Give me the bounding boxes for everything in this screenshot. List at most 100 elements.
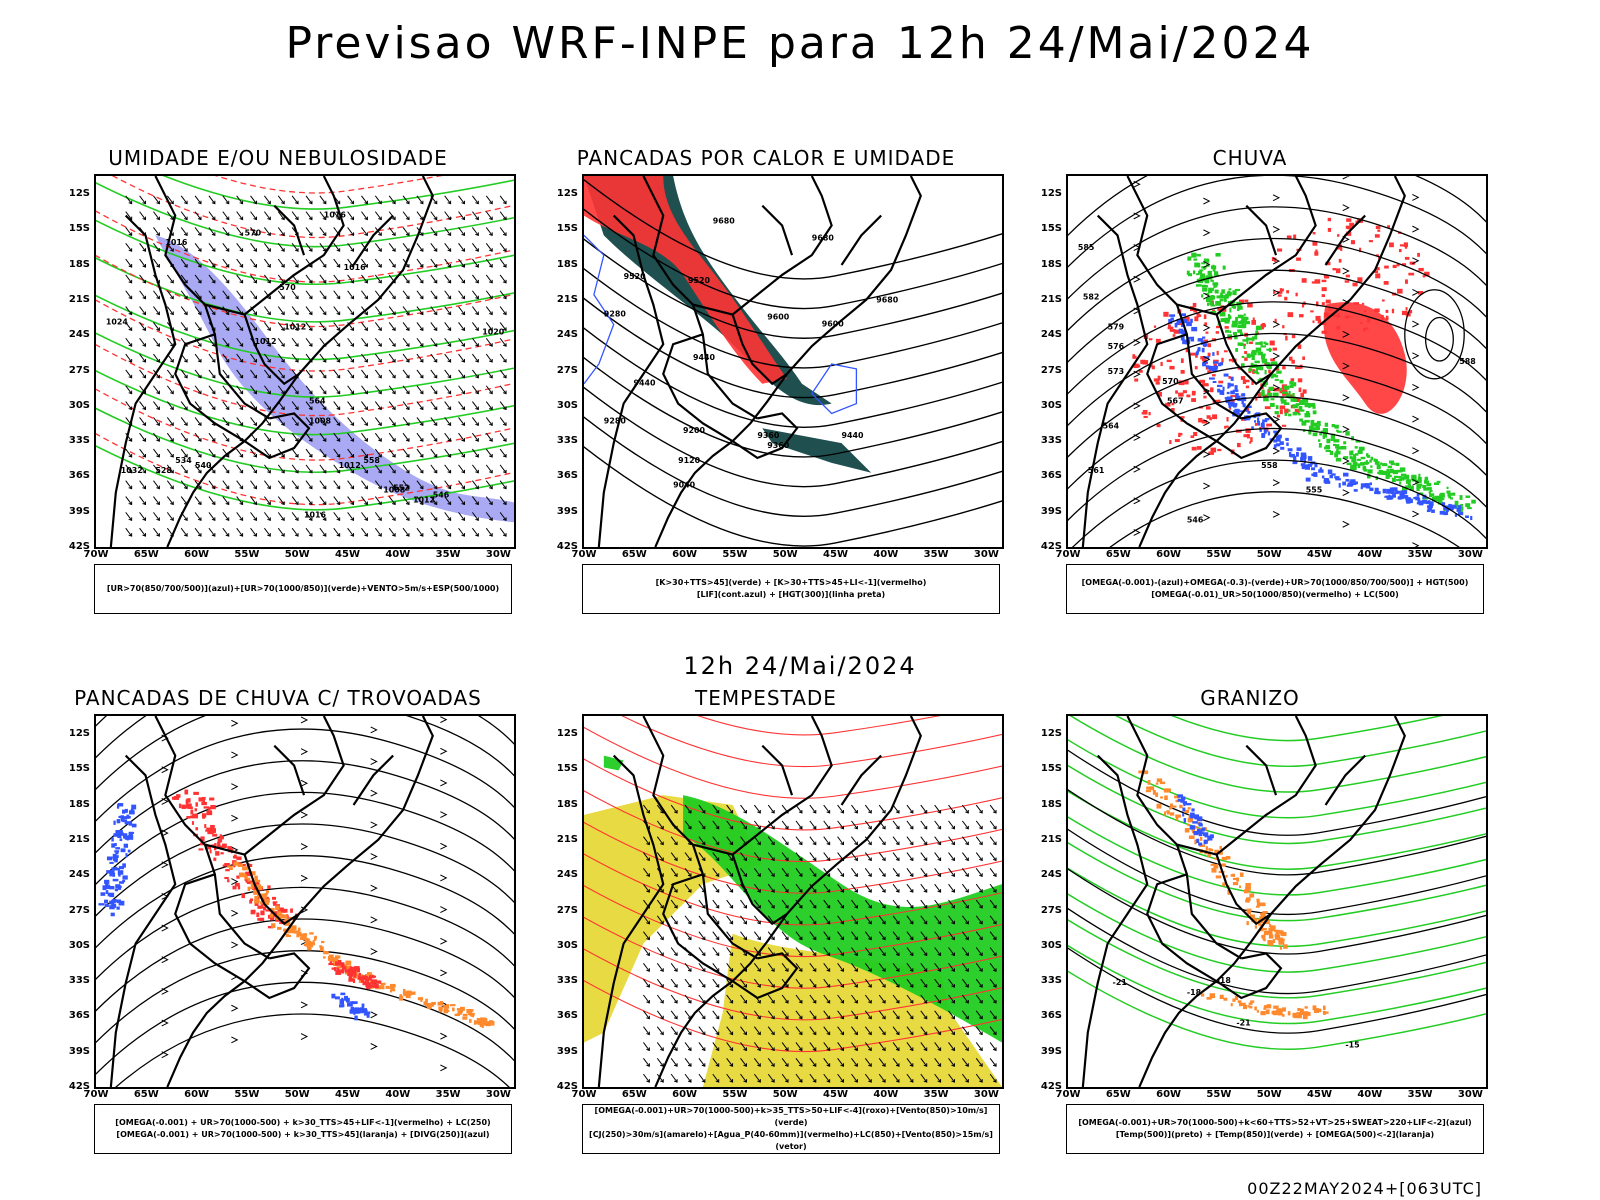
wind-vector [892, 836, 900, 845]
vector-head [784, 1031, 789, 1036]
vector-head [225, 232, 230, 237]
wind-vector [864, 1010, 872, 1020]
scatter-cell [293, 930, 300, 934]
scatter-cell [1213, 368, 1217, 373]
scatter-cell [1296, 1012, 1300, 1015]
scatter-cell [1304, 412, 1311, 418]
vector-head [965, 873, 969, 877]
scatter-cell [1460, 503, 1464, 507]
arrow-head [440, 1032, 448, 1040]
vector-head [646, 984, 650, 988]
streamline [1068, 364, 1486, 458]
contour-line [697, 716, 941, 736]
scatter-cell [1171, 402, 1175, 406]
vector-head [183, 533, 188, 537]
scatter-cell [1221, 863, 1226, 867]
scatter-cell [1408, 272, 1415, 276]
scatter-cell [1375, 273, 1381, 279]
scatter-cell [1376, 464, 1381, 470]
wind-vector [263, 448, 271, 458]
scatter-cell [373, 983, 379, 989]
vector-head [812, 999, 817, 1004]
scatter-cell [337, 959, 342, 963]
vector-head [502, 295, 507, 300]
scatter-cell [1203, 395, 1207, 399]
scatter-cell [1273, 430, 1276, 433]
scatter-cell [1243, 434, 1248, 438]
contour-line [1068, 841, 1486, 922]
contour-label: 1016 [344, 263, 367, 272]
scatter-cell [1239, 410, 1245, 413]
wind-vector [305, 195, 313, 204]
vector-head [757, 1047, 761, 1052]
wind-vector [809, 931, 817, 940]
wind-vector [388, 448, 396, 458]
scatter-cell [356, 968, 361, 973]
scatter-cell [1203, 266, 1206, 270]
map-area: 9680 9680 9680 9600 9600 9520 9520 9440 9440 9360… [582, 174, 1004, 549]
vector-head [433, 311, 438, 316]
scatter-cell [105, 880, 108, 885]
wind-vector [712, 947, 720, 956]
wind-vector [781, 883, 789, 893]
scatter-cell [1259, 902, 1265, 907]
wind-vector [430, 227, 438, 236]
lon-tick-label: 30W [485, 1089, 511, 1100]
scatter-cell [1187, 823, 1190, 827]
scatter-cell [114, 866, 118, 869]
wind-vector [499, 385, 507, 394]
lat-tick-label: 18S [68, 798, 90, 810]
vector-head [868, 920, 872, 925]
scatter-cell [1405, 307, 1408, 311]
wind-vector [208, 432, 216, 442]
shaded-area [155, 235, 514, 523]
scatter-cell [1318, 469, 1324, 473]
vector-head [392, 533, 396, 537]
scatter-cell [350, 1006, 355, 1012]
wind-vector [194, 512, 202, 521]
wind-vector [499, 290, 507, 299]
scatter-cell [1304, 402, 1310, 408]
vector-head [461, 438, 465, 442]
vector-head [771, 889, 775, 893]
wind-vector [906, 852, 914, 861]
scatter-cell [1360, 486, 1363, 490]
wind-vector [670, 836, 678, 845]
wind-vector [948, 868, 955, 877]
wind-vector [878, 836, 886, 845]
wind-vector [277, 464, 285, 474]
scatter-cell [1424, 476, 1429, 481]
wind-vector [795, 931, 803, 940]
scatter-cell [1334, 476, 1340, 479]
vector-head [308, 248, 313, 252]
scatter-cell [1350, 464, 1354, 470]
wind-vector [291, 337, 299, 347]
scatter-cell [352, 969, 357, 975]
scatter-cell [282, 914, 288, 919]
scatter-cell [1350, 482, 1357, 486]
vector-head [729, 1079, 734, 1083]
scatter-cell [1285, 391, 1288, 394]
wind-vector [430, 274, 438, 284]
scatter-cell [1201, 827, 1205, 831]
wind-vector [291, 432, 299, 442]
vector-head [183, 311, 188, 316]
wind-vector [388, 496, 396, 505]
scatter-cell [1207, 370, 1212, 374]
scatter-cell [1145, 790, 1151, 793]
scatter-cell [1315, 315, 1321, 321]
scatter-cell [270, 917, 275, 920]
wind-vector [948, 1042, 955, 1051]
scatter-cell [348, 978, 354, 982]
wind-vector [948, 963, 955, 972]
scatter-cell [259, 901, 263, 905]
scatter-cell [253, 890, 258, 895]
vector-head [142, 200, 147, 205]
vector-head [992, 825, 997, 830]
legend-line: [OMEGA(-0.001)+UR>70(1000-500)+k<60+TTS>… [1078, 1118, 1472, 1127]
wind-vector [878, 804, 886, 814]
vector-head [253, 327, 257, 332]
scatter-cell [1203, 314, 1207, 320]
wind-vector [906, 1026, 914, 1035]
scatter-cell [1272, 373, 1277, 377]
